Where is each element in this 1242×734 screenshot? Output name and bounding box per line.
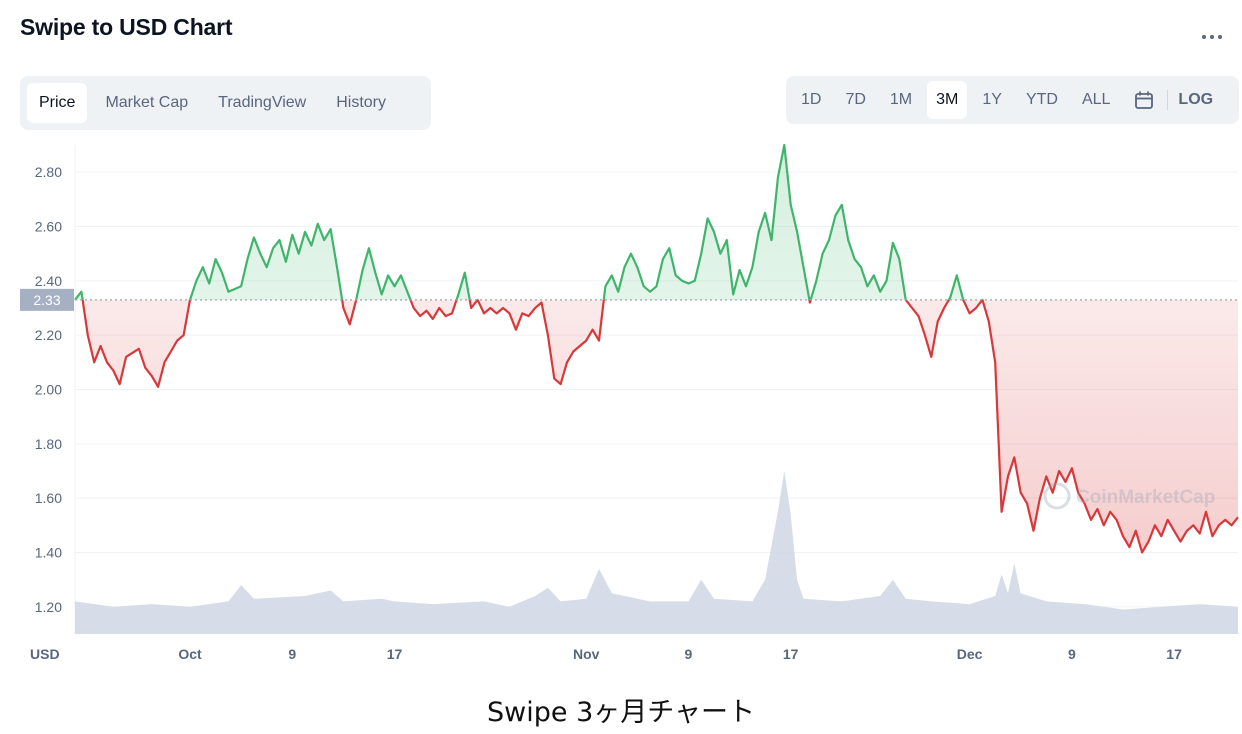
log-scale-toggle[interactable]: LOG — [1178, 91, 1214, 108]
x-tick-label: Oct — [178, 646, 202, 662]
toolbar-divider — [1167, 90, 1169, 110]
chart-title: Swipe to USD Chart — [20, 14, 233, 40]
range-3m[interactable]: 3M — [927, 81, 968, 119]
x-tick-label: 9 — [685, 646, 693, 662]
volume-area — [75, 471, 1238, 634]
tab-history[interactable]: History — [336, 94, 386, 111]
calendar-icon[interactable] — [1133, 89, 1155, 111]
x-tick-label: 17 — [783, 646, 799, 662]
x-tick-label: Nov — [573, 646, 600, 662]
price-chart: 1.20 1.40 1.60 1.80 2.00 2.20 2.40 2.60 2.80 USD O… — [20, 143, 1239, 662]
y-tick-label: 2.80 — [35, 164, 62, 180]
y-tick-label: 2.00 — [35, 382, 62, 398]
reference-price-badge — [20, 288, 74, 311]
y-tick-label: 2.40 — [35, 273, 62, 289]
range-1m[interactable]: 1M — [889, 91, 913, 108]
price-area-below — [82, 299, 1238, 553]
y-tick-label: 1.40 — [35, 545, 62, 561]
price-line-above — [74, 143, 984, 300]
y-unit-label: USD — [30, 646, 60, 662]
x-tick-label: 9 — [288, 646, 296, 662]
tab-tradingview[interactable]: TradingView — [218, 94, 307, 111]
price-line-below — [75, 299, 1239, 554]
range-all[interactable]: ALL — [1081, 91, 1111, 108]
x-tick-label: 17 — [1166, 646, 1182, 662]
x-tick-label: 17 — [387, 646, 403, 662]
y-tick-label: 1.20 — [35, 599, 62, 615]
y-tick-label: 1.60 — [35, 490, 62, 506]
watermark-text: CoinMarketCap — [1076, 487, 1215, 508]
y-tick-label: 2.60 — [35, 219, 62, 235]
watermark: CoinMarketCap — [1043, 482, 1215, 510]
y-tick-label: 2.20 — [35, 327, 62, 343]
range-1d[interactable]: 1D — [801, 91, 822, 108]
tab-market-cap[interactable]: Market Cap — [105, 94, 189, 111]
watermark-logo-icon — [1043, 482, 1071, 510]
reference-price-label: 2.33 — [33, 292, 60, 308]
time-range-selector: 1D 7D 1M 3M 1Y YTD ALL LOG — [786, 76, 1239, 124]
more-options-icon[interactable] — [1198, 22, 1228, 42]
x-tick-label: Dec — [957, 646, 983, 662]
range-7d[interactable]: 7D — [845, 91, 866, 108]
range-ytd[interactable]: YTD — [1025, 91, 1058, 108]
image-caption: Swipe 3ヶ月チャート — [487, 697, 755, 728]
x-tick-label: 9 — [1068, 646, 1076, 662]
chart-type-tabs: Price Market Cap TradingView History — [20, 76, 431, 130]
y-tick-label: 1.80 — [35, 436, 62, 452]
range-1y[interactable]: 1Y — [982, 91, 1002, 108]
tab-price[interactable]: Price — [27, 83, 88, 123]
